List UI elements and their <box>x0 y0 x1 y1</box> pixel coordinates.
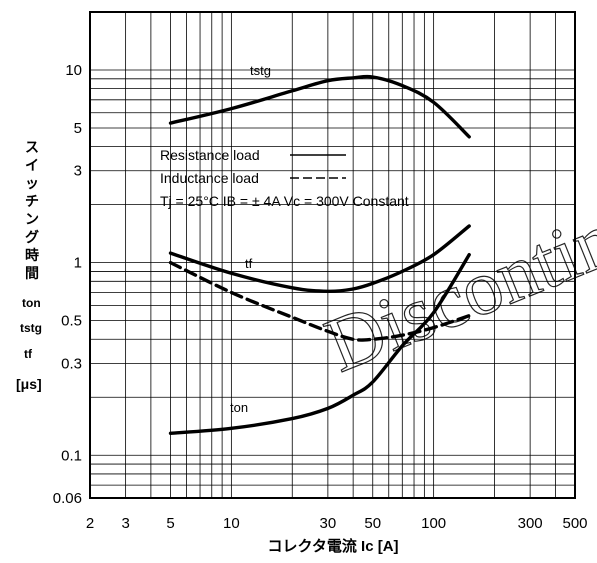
y-tick-label: 0.3 <box>61 355 82 372</box>
x-tick-label: 500 <box>562 515 587 532</box>
ylabel-char: イ <box>25 157 39 173</box>
legend-conditions: Tj = 25°C IB = ± 4A Vc = 300V Constant <box>160 193 409 209</box>
y-tick-label: 5 <box>74 120 82 137</box>
x-tick-label: 50 <box>364 515 381 532</box>
tf-dashed-curve <box>168 260 471 342</box>
x-tick-label: 30 <box>320 515 337 532</box>
ylabel-tstg: tstg <box>20 321 42 335</box>
y-tick-label: 3 <box>74 163 82 180</box>
y-tick-label: 10 <box>65 62 82 79</box>
x-tick-label: 10 <box>223 515 240 532</box>
ylabel-char: ス <box>25 139 39 155</box>
ylabel-char: チ <box>25 193 39 209</box>
x-tick-label: 5 <box>166 515 174 532</box>
y-axis-label: ス イ ッ チ ン グ 時 間 ton tstg tf [μs] <box>16 139 42 392</box>
tf-curve-label: tf <box>245 256 253 271</box>
ylabel-unit: [μs] <box>16 376 42 392</box>
watermark: Discontinued <box>313 151 597 389</box>
curve-labels: tstg tf ton <box>230 63 271 415</box>
watermark-text: Discontinued <box>314 152 597 388</box>
curves <box>168 74 471 435</box>
y-tick-label: 0.1 <box>61 447 82 464</box>
x-tick-label: 3 <box>121 515 129 532</box>
x-tick-label: 300 <box>518 515 543 532</box>
tstg-curve-label: tstg <box>250 63 271 78</box>
ylabel-char: 時 <box>25 247 39 263</box>
x-tick-label: 2 <box>86 515 94 532</box>
legend: Resistance load Inductance load Tj = 25°… <box>160 147 409 209</box>
ton-solid-curve <box>168 253 471 435</box>
ylabel-char: 間 <box>25 265 39 281</box>
grid <box>90 12 575 498</box>
ylabel-char: ッ <box>25 175 39 191</box>
y-tick-label: 0.06 <box>53 490 82 507</box>
legend-resistance-label: Resistance load <box>160 147 260 163</box>
ton-curve-label: ton <box>230 400 248 415</box>
x-axis-label: コレクタ電流 Ic [A] <box>267 537 398 555</box>
legend-inductance-label: Inductance load <box>160 170 259 186</box>
x-tick-label: 100 <box>421 515 446 532</box>
ylabel-char: ン <box>25 211 39 227</box>
plot-frame <box>89 11 576 499</box>
tick-labels: 2 3 5 10 30 50 100 300 500 0.06 0.1 0.3 0.5 1 3 5 10 <box>53 62 588 532</box>
ylabel-char: グ <box>25 229 39 245</box>
tf-solid-curve <box>168 224 471 294</box>
y-tick-label: 1 <box>74 255 82 272</box>
ylabel-tf: tf <box>24 347 33 361</box>
y-tick-label: 0.5 <box>61 313 82 330</box>
ylabel-ton: ton <box>22 296 41 310</box>
tstg-solid-curve <box>168 74 471 139</box>
